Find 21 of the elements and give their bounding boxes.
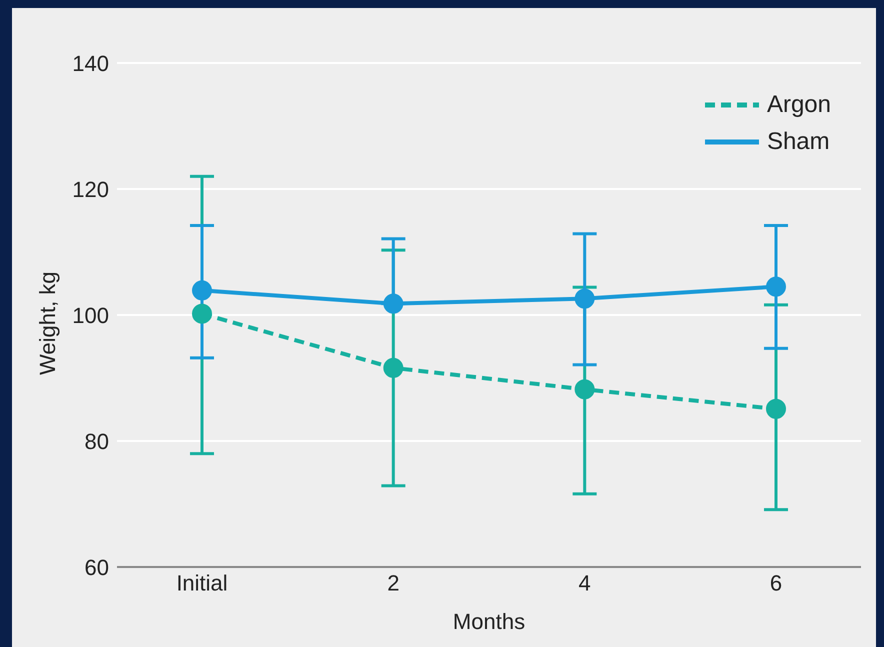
- x-tick-label: 4: [578, 570, 591, 596]
- y-axis-title: Weight, kg: [34, 271, 60, 375]
- point: [766, 398, 786, 419]
- point: [766, 276, 786, 297]
- point: [383, 294, 404, 314]
- x-tick-label: 2: [387, 570, 400, 596]
- legend-label: Sham: [766, 128, 830, 156]
- y-tick-label: 120: [72, 176, 109, 202]
- legend-label: Argon: [766, 90, 831, 118]
- point: [383, 358, 404, 378]
- y-tick-label: 60: [84, 554, 109, 580]
- point: [574, 288, 595, 309]
- point: [192, 304, 212, 324]
- x-tick-label: 6: [770, 570, 782, 596]
- point: [574, 379, 595, 400]
- x-axis-title: Months: [452, 609, 526, 634]
- y-tick-label: 140: [72, 50, 109, 76]
- point: [192, 280, 212, 300]
- y-tick-label: 100: [72, 302, 109, 328]
- x-tick-label: Initial: [176, 570, 228, 596]
- y-tick-label: 80: [84, 428, 109, 454]
